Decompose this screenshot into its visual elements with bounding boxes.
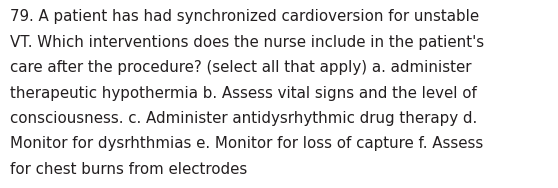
Text: Monitor for dysrhthmias e. Monitor for loss of capture f. Assess: Monitor for dysrhthmias e. Monitor for l… bbox=[10, 136, 483, 151]
Text: for chest burns from electrodes: for chest burns from electrodes bbox=[10, 162, 247, 177]
Text: therapeutic hypothermia b. Assess vital signs and the level of: therapeutic hypothermia b. Assess vital … bbox=[10, 86, 477, 101]
Text: 79. A patient has had synchronized cardioversion for unstable: 79. A patient has had synchronized cardi… bbox=[10, 9, 479, 24]
Text: VT. Which interventions does the nurse include in the patient's: VT. Which interventions does the nurse i… bbox=[10, 35, 484, 50]
Text: consciousness. c. Administer antidysrhythmic drug therapy d.: consciousness. c. Administer antidysrhyt… bbox=[10, 111, 477, 126]
Text: care after the procedure? (select all that apply) a. administer: care after the procedure? (select all th… bbox=[10, 60, 472, 75]
